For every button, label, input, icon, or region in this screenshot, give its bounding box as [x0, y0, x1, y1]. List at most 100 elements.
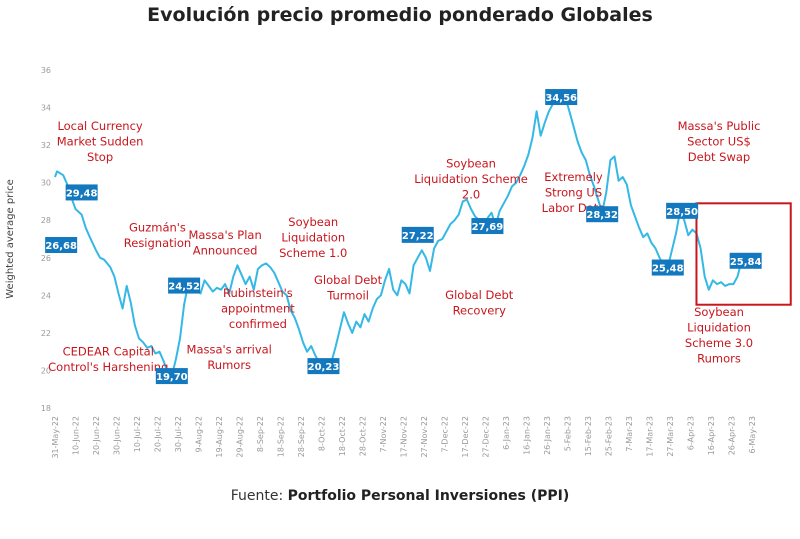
y-axis-label: Weighted average price [5, 179, 16, 299]
annotation-line: Liquidation [281, 230, 345, 244]
data-label: 19,70 [155, 368, 188, 385]
data-label: 20,23 [307, 358, 340, 375]
annotation-line: Turmoil [326, 289, 369, 303]
x-tick-label: 31-May-22 [51, 416, 60, 459]
data-label-box [45, 237, 78, 254]
annotation-line: Recovery [453, 304, 507, 318]
data-label: 28,32 [586, 206, 619, 223]
data-label-layer: 29,48 26,68 19,70 24,52 20,23 27,22 27,69 34,56… [45, 89, 762, 385]
x-tick-label: 26-Apr-23 [727, 416, 736, 455]
data-label-text: 25,84 [730, 257, 762, 268]
annotation-line: Debt Swap [688, 150, 750, 164]
source-note: Fuente: Portfolio Personal Inversiones (… [0, 488, 800, 504]
annotation-line: Global Debt [314, 273, 383, 287]
chart-title: Evolución precio promedio ponderado Glob… [147, 4, 653, 26]
series-layer [54, 96, 746, 378]
data-label-text: 28,50 [666, 207, 698, 218]
annotation: Global Debt Turmoil [314, 273, 383, 303]
data-label: 25,48 [651, 259, 684, 276]
annotation-line: Announced [193, 244, 258, 258]
annotation: Massa's Plan Announced [188, 228, 261, 258]
source-name: Portfolio Personal Inversiones (PPI) [287, 488, 570, 504]
data-label: 26,68 [45, 237, 78, 254]
x-tick-label: 6-Apr-23 [686, 416, 695, 450]
x-tick-label: 27-Nov-22 [420, 416, 429, 458]
data-label-box [651, 259, 684, 276]
x-tick-label: 30-Jun-22 [112, 416, 121, 455]
data-label-text: 24,52 [168, 282, 200, 293]
data-label: 34,56 [545, 89, 578, 106]
x-tick-label: 15-Feb-23 [584, 416, 593, 456]
annotation-line: Guzmán's [129, 220, 186, 234]
data-label-text: 29,48 [66, 188, 98, 199]
x-tick-label: 20-Jun-22 [92, 416, 101, 455]
annotation-line: Scheme 3.0 [685, 336, 753, 350]
data-label-box [155, 368, 188, 385]
annotation-line: Soybean [694, 305, 744, 319]
annotation-line: Liquidation Scheme [414, 172, 528, 186]
annotation-line: Extremely [544, 170, 603, 184]
data-label: 27,22 [401, 226, 434, 243]
data-label-box [666, 202, 699, 219]
x-tick-label: 17-Dec-22 [461, 416, 470, 458]
y-tick-label: 20 [41, 366, 51, 375]
data-label-text: 28,32 [586, 210, 618, 221]
y-tick-label: 30 [41, 179, 51, 188]
data-label-text: 19,70 [156, 372, 188, 383]
highlight-layer [695, 202, 792, 306]
x-tick-label: 7-Mar-23 [625, 416, 634, 452]
y-tick-label: 28 [41, 216, 51, 225]
data-label: 24,52 [168, 277, 201, 294]
data-label-text: 34,56 [545, 93, 577, 104]
y-tick-label: 34 [41, 104, 51, 113]
annotation-line: Soybean [288, 215, 338, 229]
annotation-line: Massa's Plan [188, 228, 261, 242]
annotation-line: Resignation [124, 236, 191, 250]
data-label-text: 27,69 [472, 222, 504, 233]
data-label-box [729, 252, 762, 269]
x-tick-label: 10-Jul-22 [133, 416, 142, 452]
annotation: Guzmán's Resignation [124, 220, 191, 250]
annotation-line: Sector US$ [687, 135, 751, 149]
annotation: Global Debt Recovery [445, 288, 514, 318]
x-tick-label: 30-Jul-22 [174, 416, 183, 452]
y-tick-label: 22 [41, 329, 51, 338]
annotation-line: Liquidation [687, 320, 751, 334]
data-label-box [401, 226, 434, 243]
data-label: 28,50 [666, 202, 699, 219]
annotation: CEDEAR Capital Control's Harshening [48, 344, 168, 374]
x-tick-label: 17-Mar-23 [645, 416, 654, 457]
x-tick-label: 18-Oct-22 [338, 416, 347, 456]
annotation-line: Rumors [697, 351, 741, 365]
annotation-line: confirmed [229, 317, 287, 331]
annotation-line: CEDEAR Capital [63, 344, 154, 358]
x-tick-label: 9-Aug-22 [194, 416, 203, 453]
x-tick-label: 27-Mar-23 [666, 416, 675, 457]
data-label-box [65, 184, 98, 201]
data-label-text: 20,23 [308, 362, 340, 373]
data-label: 25,84 [729, 252, 762, 269]
source-prefix: Fuente: [230, 488, 288, 504]
series-line [54, 96, 746, 378]
annotation-line: Rumors [207, 358, 251, 372]
x-tick-label: 7-Dec-22 [440, 416, 449, 453]
x-tick-label: 19-Aug-22 [215, 416, 224, 458]
data-label-box [471, 218, 504, 235]
x-tick-label: 17-Nov-22 [399, 416, 408, 458]
annotation-line: Stop [87, 150, 113, 164]
x-tick-label: 26-Jan-23 [543, 416, 552, 455]
x-tick-label: 27-Dec-22 [481, 416, 490, 458]
x-tick-label: 8-Sep-22 [256, 416, 265, 452]
data-label-box [545, 89, 578, 106]
x-tick-label: 6-May-23 [748, 416, 757, 453]
x-tick-label: 5-Feb-23 [563, 416, 572, 451]
highlight-box [695, 202, 792, 306]
annotation-line: Strong US [545, 185, 602, 199]
